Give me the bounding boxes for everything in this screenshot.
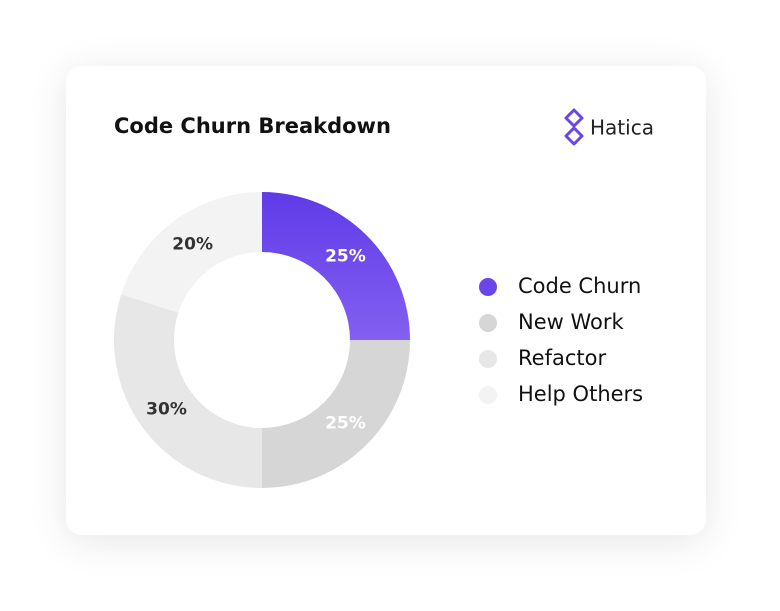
chart-title: Code Churn Breakdown: [114, 114, 391, 138]
legend-marker: [479, 314, 497, 332]
logo-icon: [564, 108, 584, 146]
value-label: 30%: [146, 399, 187, 419]
legend-label: Help Others: [518, 382, 643, 406]
legend-marker: [479, 386, 497, 404]
donut-slice: [113, 294, 262, 488]
donut-slice: [262, 192, 410, 340]
brand-logo: Hatica: [564, 108, 654, 146]
brand-name: Hatica: [590, 116, 654, 140]
value-label: 25%: [325, 413, 366, 433]
donut-slice: [121, 192, 262, 313]
legend-marker: [479, 350, 497, 368]
legend-label: Refactor: [518, 346, 606, 370]
value-label: 25%: [325, 247, 366, 267]
value-label: 20%: [172, 235, 213, 255]
donut-slice: [262, 340, 410, 488]
legend-label: New Work: [518, 310, 624, 334]
legend-marker: [479, 278, 497, 296]
legend-label: Code Churn: [518, 274, 641, 298]
